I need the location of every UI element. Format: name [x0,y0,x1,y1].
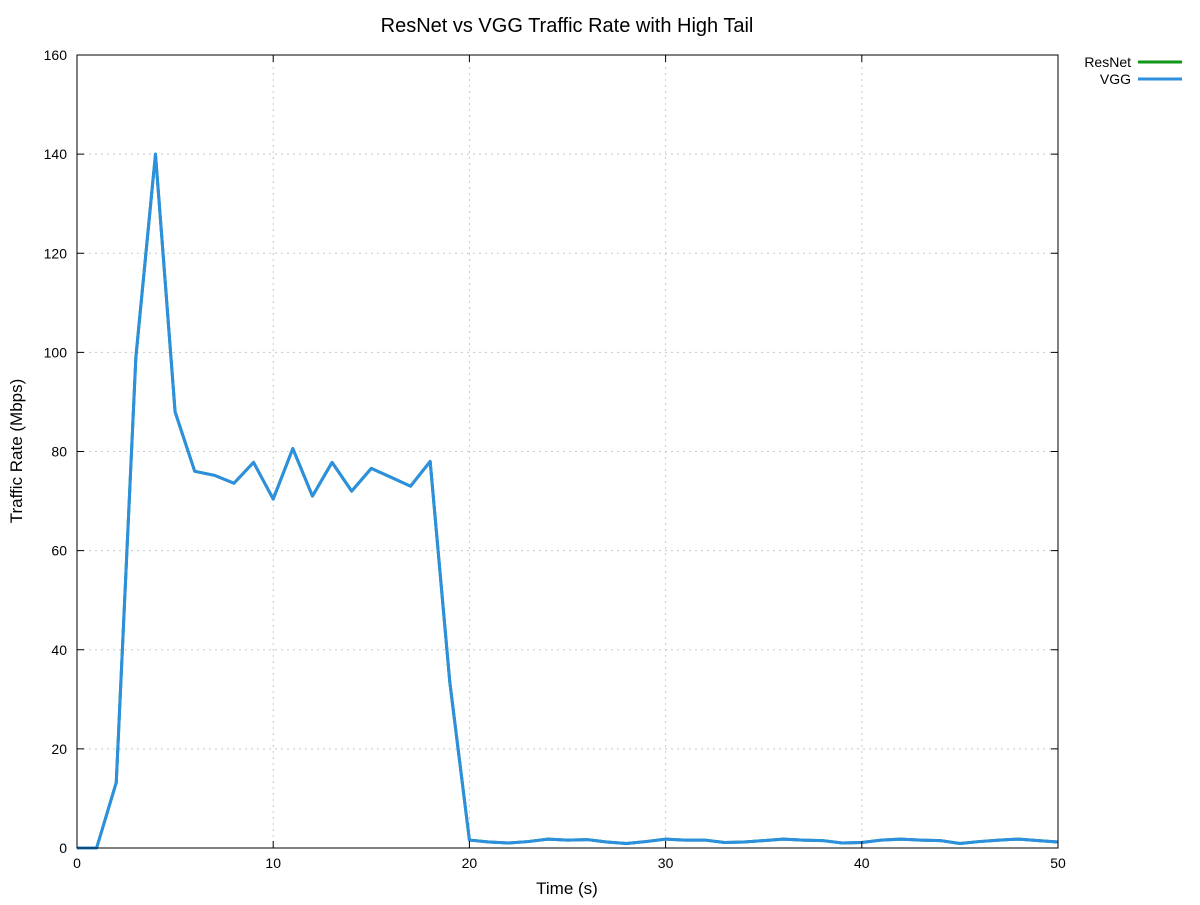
x-tick-label: 10 [265,855,281,871]
x-tick-label: 30 [658,855,674,871]
grid [77,55,1058,848]
plot-frame [76,54,1059,849]
x-tick-label: 20 [462,855,478,871]
y-tick-label: 140 [44,146,68,162]
y-axis-label: Traffic Rate (Mbps) [7,379,26,524]
y-tick-label: 160 [44,47,68,63]
legend-label-vgg: VGG [1100,71,1131,87]
y-tick-label: 0 [59,840,67,856]
y-tick-label: 120 [44,245,68,261]
legend-label-resnet: ResNet [1084,54,1131,70]
y-tick-label: 60 [51,543,67,559]
x-tick-label: 40 [854,855,870,871]
y-tick-label: 20 [51,741,67,757]
x-tick-label: 0 [73,855,81,871]
axis-ticks: 0 10 20 30 40 50 0 20 40 60 80 100 120 140 160 [44,47,1066,871]
series-lines [77,152,1059,850]
plot-border [76,54,1059,849]
x-tick-label: 50 [1050,855,1066,871]
y-tick-label: 40 [51,642,67,658]
y-tick-label: 100 [44,344,68,360]
chart-title: ResNet vs VGG Traffic Rate with High Tai… [381,15,754,37]
series-line-resnet [77,152,1059,850]
x-axis-label: Time (s) [536,879,598,898]
series-line-vgg [77,152,1059,850]
y-tick-label: 80 [51,444,67,460]
